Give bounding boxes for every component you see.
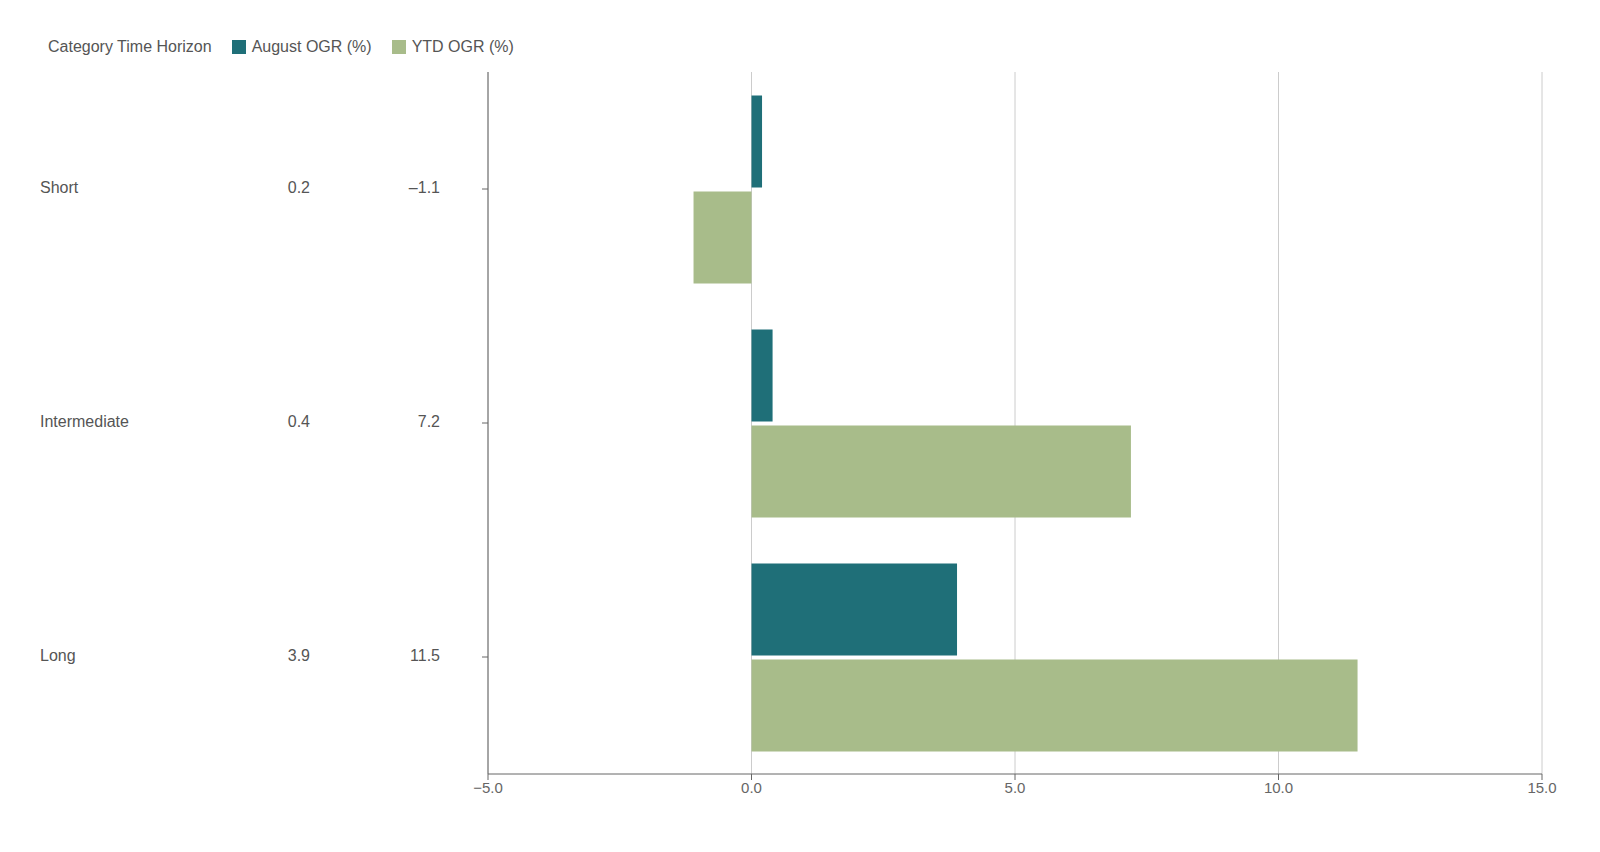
svg-text:Long: Long bbox=[40, 647, 76, 664]
svg-text:Short: Short bbox=[40, 179, 79, 196]
svg-text:Intermediate: Intermediate bbox=[40, 413, 129, 430]
svg-text:0.4: 0.4 bbox=[288, 413, 310, 430]
svg-text:15.0: 15.0 bbox=[1527, 779, 1556, 796]
html-text:YTD OGR (%): YTD OGR (%) bbox=[411, 38, 514, 55]
svg-text:0.2: 0.2 bbox=[288, 179, 310, 196]
svg-text:5.0: 5.0 bbox=[1005, 779, 1026, 796]
svg-text:3.9: 3.9 bbox=[288, 647, 310, 664]
svg-text:10.0: 10.0 bbox=[1264, 779, 1293, 796]
svg-text:–1.1: –1.1 bbox=[409, 179, 440, 196]
svg-text:7.2: 7.2 bbox=[418, 413, 440, 430]
svg-text:0.0: 0.0 bbox=[741, 779, 762, 796]
svg-text:−5.0: −5.0 bbox=[473, 779, 503, 796]
html-text:Category Time Horizon: Category Time Horizon bbox=[48, 38, 212, 55]
svg-text:11.5: 11.5 bbox=[410, 647, 440, 664]
html-text:August OGR (%): August OGR (%) bbox=[251, 38, 372, 55]
